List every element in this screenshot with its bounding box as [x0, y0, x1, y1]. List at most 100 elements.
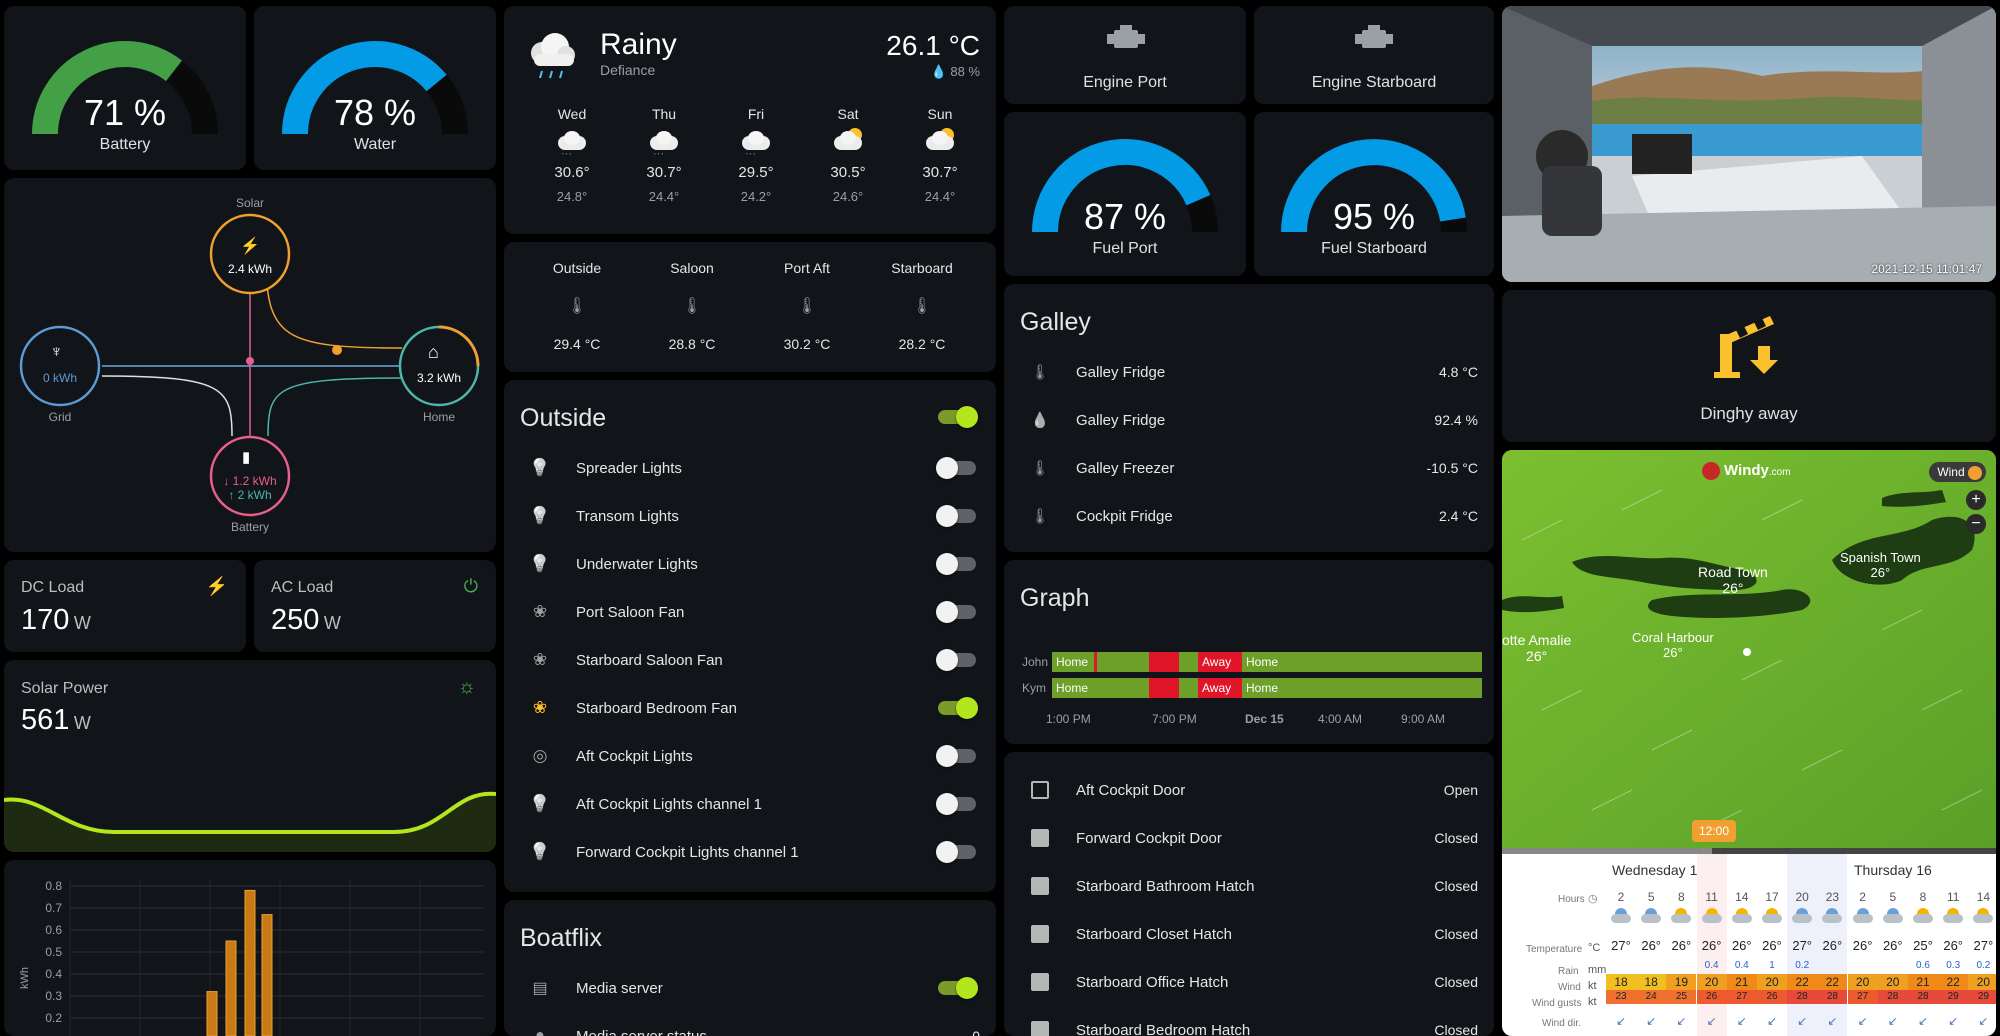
- temperatures-card[interactable]: Outside 🌡 29.4 °C Saloon 🌡 28.8 °C Port Aft 🌡 30…: [504, 242, 996, 372]
- sensor-row[interactable]: 🌡 Galley Freezer -10.5 °C: [1004, 444, 1494, 492]
- forecast-column: 5 26° 20 28 ↙: [1877, 854, 1908, 1036]
- door-row[interactable]: Starboard Closet Hatch Closed: [1004, 910, 1494, 958]
- control-toggle[interactable]: [936, 649, 976, 671]
- timeline-bar[interactable]: [1502, 848, 1996, 854]
- day-header: Thursday 16: [1854, 862, 1932, 878]
- forecast-hour: 20: [1795, 890, 1809, 904]
- ac-load-label: AC Load: [271, 579, 334, 596]
- graph-card[interactable]: Graph John Home Away Home Kym Home Away …: [1004, 560, 1494, 744]
- forecast-hour: 11: [1946, 890, 1960, 904]
- wind-direction-arrow-icon: ↙: [1857, 1014, 1868, 1028]
- map-place-label: Road Town 26°: [1698, 564, 1768, 596]
- control-row[interactable]: 💡 Spreader Lights: [504, 444, 996, 492]
- control-row[interactable]: 💡 Transom Lights: [504, 492, 996, 540]
- engine-starboard-label: Engine Starboard: [1311, 74, 1437, 91]
- forecast-column: 11 26° 0.4 20 26 ↙: [1696, 854, 1727, 1036]
- time-bubble[interactable]: 12:00: [1692, 820, 1736, 842]
- media-server-status-row[interactable]: ● Media server status 0: [504, 1012, 996, 1036]
- control-toggle[interactable]: [936, 505, 976, 527]
- control-toggle[interactable]: [936, 553, 976, 575]
- windy-layer-button[interactable]: Wind: [1929, 462, 1986, 482]
- temperature-sensor[interactable]: Starboard 🌡 28.2 °C: [867, 260, 977, 352]
- control-row[interactable]: 💡 Aft Cockpit Lights channel 1: [504, 780, 996, 828]
- control-row[interactable]: ❀ Starboard Saloon Fan: [504, 636, 996, 684]
- sensor-row[interactable]: 💧 Galley Fridge 92.4 %: [1004, 396, 1494, 444]
- control-toggle[interactable]: [936, 793, 976, 815]
- zoom-in-button[interactable]: +: [1966, 490, 1986, 510]
- water-gauge-card[interactable]: 78 % Water: [254, 6, 496, 170]
- control-row[interactable]: 💡 Forward Cockpit Lights channel 1: [504, 828, 996, 876]
- door-row[interactable]: Aft Cockpit Door Open: [1004, 766, 1494, 814]
- windy-map[interactable]: [1502, 450, 1996, 850]
- map-place-label: Coral Harbour 26°: [1632, 630, 1714, 660]
- door-row[interactable]: Starboard Office Hatch Closed: [1004, 958, 1494, 1006]
- dinghy-card[interactable]: Dinghy away: [1502, 290, 1996, 442]
- solar-node-icon: ⚡: [240, 238, 260, 255]
- row-label: Wind dir.: [1542, 1018, 1581, 1029]
- rainy-icon: ’’’: [646, 128, 682, 161]
- control-row[interactable]: ❀ Port Saloon Fan: [504, 588, 996, 636]
- control-toggle[interactable]: [936, 457, 976, 479]
- ac-load-card[interactable]: AC Load ⏻ 250 W: [254, 560, 496, 652]
- solar-energy-chart-card: 0.8 0.7 0.6 0.5 0.4 0.3 0.2 kWh: [4, 860, 496, 1036]
- forecast-wind: 20: [1696, 974, 1727, 990]
- control-row[interactable]: ◎ Aft Cockpit Lights: [504, 732, 996, 780]
- sensor-row[interactable]: 🌡 Galley Fridge 4.8 °C: [1004, 348, 1494, 396]
- timeline-home-segment: Home: [1056, 655, 1089, 669]
- temperature-sensor[interactable]: Saloon 🌡 28.8 °C: [637, 260, 747, 352]
- weather-card[interactable]: Rainy Defiance 26.1 °C 💧 88 % Wed ’’’ 30.6…: [504, 6, 996, 234]
- control-row[interactable]: ❀ Starboard Bedroom Fan: [504, 684, 996, 732]
- night-cloudy-icon: [1792, 908, 1813, 924]
- door-row[interactable]: Starboard Bathroom Hatch Closed: [1004, 862, 1494, 910]
- weather-humidity: 88 %: [950, 64, 980, 79]
- engine-starboard-card[interactable]: Engine Starboard: [1254, 6, 1494, 104]
- thermometer-icon: 🌡: [566, 298, 588, 315]
- outside-master-toggle[interactable]: [938, 406, 978, 428]
- engine-port-card[interactable]: Engine Port: [1004, 6, 1246, 104]
- solar-power-card[interactable]: Solar Power ☼ 561 W: [4, 660, 496, 852]
- zoom-out-button[interactable]: −: [1966, 514, 1986, 534]
- windy-map-widget[interactable]: Windy.com Wind + − Road Town 26° Spanish …: [1502, 450, 1996, 1036]
- dc-load-card[interactable]: DC Load ⚡ 170 W: [4, 560, 246, 652]
- forecast-temp: 27°: [1973, 938, 1994, 953]
- media-server-toggle[interactable]: [938, 977, 978, 999]
- battery-node-label: Battery: [230, 520, 269, 534]
- control-toggle[interactable]: [936, 745, 976, 767]
- media-server-row[interactable]: ▤ Media server: [504, 964, 996, 1012]
- door-label: Forward Cockpit Door: [1076, 829, 1222, 847]
- windy-logo-text: Windy: [1724, 462, 1769, 479]
- thermometer-icon: 🌡: [1030, 508, 1050, 525]
- forecast-low: 24.2°: [740, 189, 772, 204]
- camera-feed[interactable]: 2021-12-15 11:01:47: [1502, 6, 1996, 282]
- timeline-row-john[interactable]: John Home Away Home: [1004, 652, 1494, 672]
- battery-gauge-card[interactable]: 71 % Battery: [4, 6, 246, 170]
- wind-direction-arrow-icon: ↙: [1646, 1014, 1657, 1028]
- camera-image: [1502, 6, 1996, 282]
- forecast-hour: 17: [1765, 890, 1779, 904]
- windy-logo-icon: [1702, 462, 1720, 481]
- forecast-low: 24.6°: [832, 189, 864, 204]
- fuel-port-gauge-card[interactable]: 87 % Fuel Port: [1004, 112, 1246, 276]
- timeline-row-kym[interactable]: Kym Home Away Home: [1004, 678, 1494, 698]
- timeline-home-segment: Home: [1056, 681, 1089, 695]
- chart-bar: [244, 889, 256, 1036]
- fan-icon: ❀: [532, 650, 548, 669]
- control-toggle[interactable]: [936, 601, 976, 623]
- forecast-hour: 2: [1859, 890, 1866, 904]
- control-toggle[interactable]: [938, 697, 978, 719]
- windy-logo: Windy.com: [1702, 462, 1791, 481]
- forecast-temp: 25°: [1913, 938, 1933, 953]
- door-row[interactable]: Starboard Bedroom Hatch Closed: [1004, 1006, 1494, 1036]
- fuel-starboard-gauge-card[interactable]: 95 % Fuel Starboard: [1254, 112, 1494, 276]
- temperature-sensor[interactable]: Port Aft 🌡 30.2 °C: [752, 260, 862, 352]
- sensor-label: Galley Fridge: [1076, 411, 1166, 429]
- sensor-row[interactable]: 🌡 Cockpit Fridge 2.4 °C: [1004, 492, 1494, 540]
- temperature-sensor[interactable]: Outside 🌡 29.4 °C: [522, 260, 632, 352]
- control-toggle[interactable]: [936, 841, 976, 863]
- forecast-column: 20 27° 0.2 22 28 ↙: [1787, 854, 1818, 1036]
- control-label: Forward Cockpit Lights channel 1: [576, 843, 799, 861]
- door-row[interactable]: Forward Cockpit Door Closed: [1004, 814, 1494, 862]
- door-state: Closed: [1434, 878, 1478, 894]
- control-row[interactable]: 💡 Underwater Lights: [504, 540, 996, 588]
- windy-layer-label: Wind: [1937, 465, 1965, 479]
